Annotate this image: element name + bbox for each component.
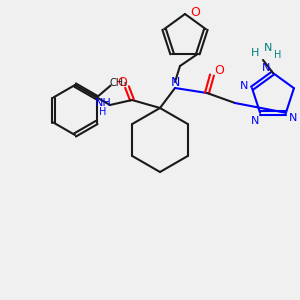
Text: O: O <box>214 64 224 77</box>
Text: H: H <box>99 107 107 117</box>
Text: CH₃: CH₃ <box>110 77 128 88</box>
Text: N: N <box>289 113 297 123</box>
Text: N: N <box>240 81 248 91</box>
Text: H: H <box>274 50 282 60</box>
Text: O: O <box>117 76 127 88</box>
Text: N: N <box>264 43 272 53</box>
Text: NH: NH <box>94 98 111 108</box>
Text: N: N <box>170 76 180 88</box>
Text: N: N <box>262 63 270 73</box>
Text: N: N <box>251 116 259 126</box>
Text: H: H <box>251 48 259 58</box>
Text: O: O <box>190 5 200 19</box>
